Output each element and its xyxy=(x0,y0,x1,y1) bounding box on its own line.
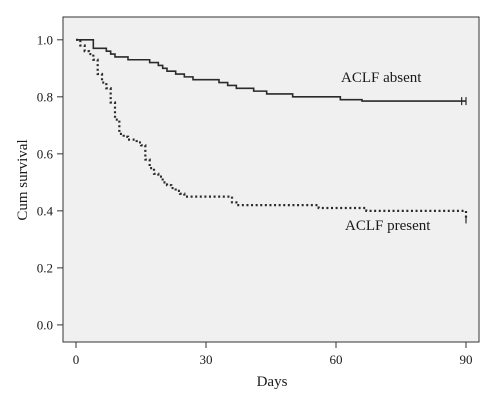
y-tick-label: 0.6 xyxy=(37,146,54,161)
series-label-aclf-present: ACLF present xyxy=(345,218,431,234)
y-tick-label: 1.0 xyxy=(37,32,53,47)
plot-area xyxy=(62,16,480,343)
x-tick-label: 0 xyxy=(73,352,80,367)
tick-labels: 0 30 60 90 0.0 0.2 0.4 0.6 0.8 1.0 xyxy=(37,32,473,367)
y-tick-label: 0.8 xyxy=(37,89,53,104)
series-line-aclf-absent xyxy=(76,39,466,102)
series-curves xyxy=(76,38,468,224)
x-tick-label: 60 xyxy=(330,352,343,367)
y-tick-label: 0.0 xyxy=(37,317,53,332)
y-tick-label: 0.2 xyxy=(37,260,53,275)
series-label-aclf-absent: ACLF absent xyxy=(341,70,422,86)
axis-ticks xyxy=(57,39,467,348)
y-axis-title: Cum survival xyxy=(15,139,31,220)
x-axis-title: Days xyxy=(257,374,288,390)
series-line-aclf-present xyxy=(76,38,468,220)
y-tick-label: 0.4 xyxy=(37,203,54,218)
x-tick-label: 90 xyxy=(460,352,473,367)
x-tick-label: 30 xyxy=(200,352,213,367)
